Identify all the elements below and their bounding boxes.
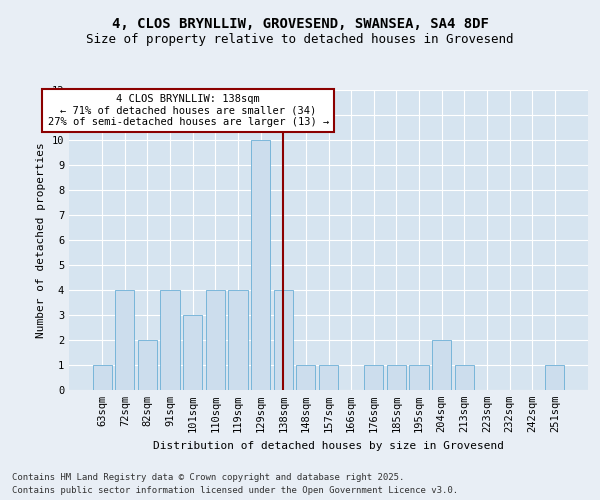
Text: 4 CLOS BRYNLLIW: 138sqm
← 71% of detached houses are smaller (34)
27% of semi-de: 4 CLOS BRYNLLIW: 138sqm ← 71% of detache… xyxy=(47,94,329,127)
Bar xyxy=(138,340,157,390)
Bar xyxy=(274,290,293,390)
Bar xyxy=(387,365,406,390)
Bar xyxy=(364,365,383,390)
Bar xyxy=(409,365,428,390)
Text: Contains HM Land Registry data © Crown copyright and database right 2025.: Contains HM Land Registry data © Crown c… xyxy=(12,474,404,482)
Text: Contains public sector information licensed under the Open Government Licence v3: Contains public sector information licen… xyxy=(12,486,458,495)
Text: 4, CLOS BRYNLLIW, GROVESEND, SWANSEA, SA4 8DF: 4, CLOS BRYNLLIW, GROVESEND, SWANSEA, SA… xyxy=(112,18,488,32)
Text: Size of property relative to detached houses in Grovesend: Size of property relative to detached ho… xyxy=(86,32,514,46)
Bar xyxy=(115,290,134,390)
X-axis label: Distribution of detached houses by size in Grovesend: Distribution of detached houses by size … xyxy=(153,440,504,450)
Bar xyxy=(455,365,474,390)
Bar xyxy=(545,365,565,390)
Bar xyxy=(319,365,338,390)
Bar xyxy=(160,290,180,390)
Bar xyxy=(296,365,316,390)
Y-axis label: Number of detached properties: Number of detached properties xyxy=(36,142,46,338)
Bar xyxy=(251,140,270,390)
Bar xyxy=(432,340,451,390)
Bar xyxy=(229,290,248,390)
Bar xyxy=(92,365,112,390)
Bar xyxy=(206,290,225,390)
Bar xyxy=(183,315,202,390)
